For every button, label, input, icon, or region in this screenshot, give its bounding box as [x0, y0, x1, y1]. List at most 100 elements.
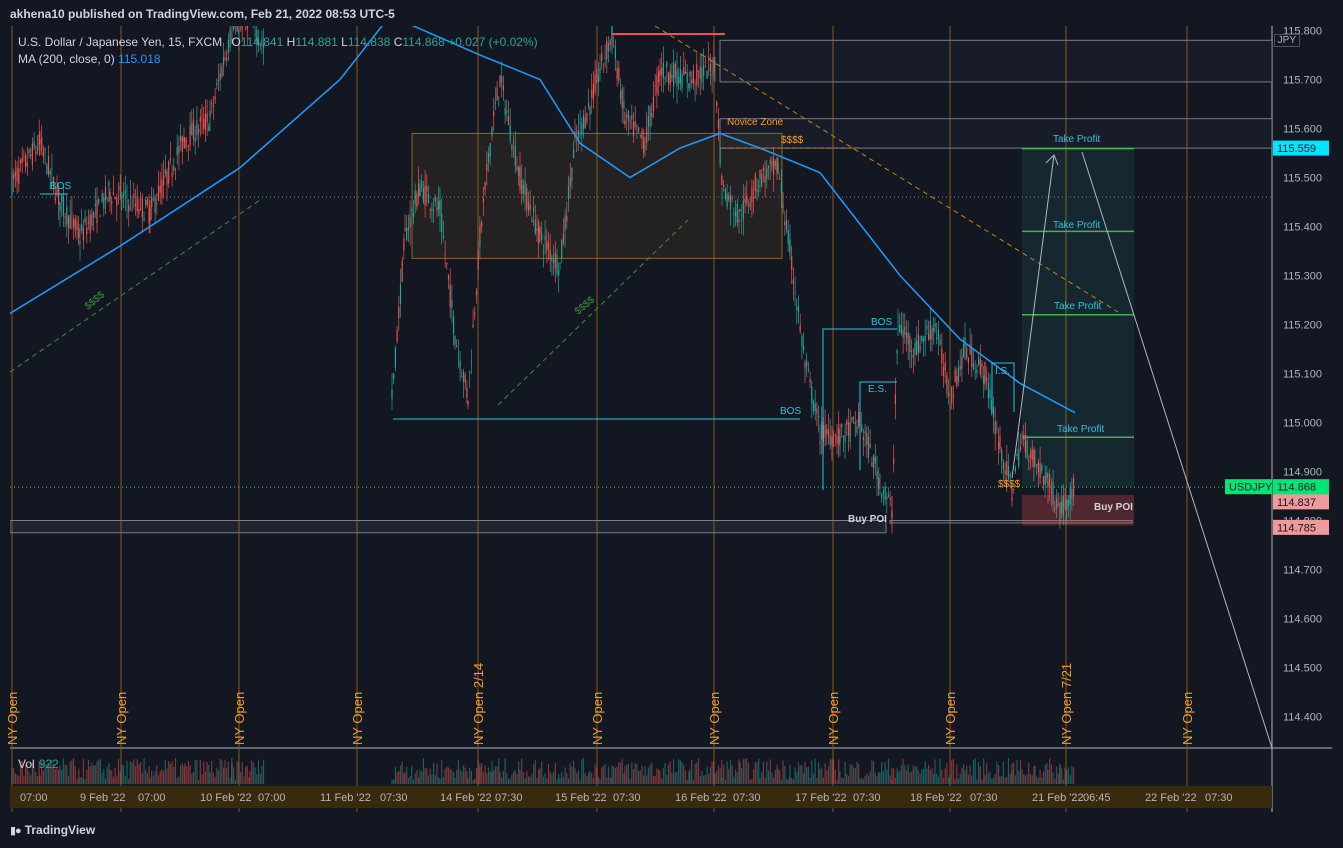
candle-body [477, 249, 479, 270]
session-label: NY Open [826, 692, 841, 745]
volume-bar [1031, 775, 1033, 784]
candle-body [1047, 480, 1049, 488]
volume-bar [123, 765, 125, 784]
tradingview-logo-icon: ▮● [10, 825, 22, 837]
candle-body [1019, 445, 1022, 450]
volume-bar [581, 759, 583, 784]
candle-body [614, 47, 616, 59]
volume-bar [231, 763, 233, 784]
volume-bar [917, 770, 919, 784]
candle-body [904, 326, 906, 335]
volume-bar [16, 774, 18, 784]
candle-body [416, 193, 418, 208]
candle-body [758, 185, 760, 188]
candle-body [889, 497, 891, 500]
volume-bar [886, 769, 888, 784]
volume-bar [159, 771, 161, 784]
volume-bar [456, 769, 458, 784]
candle-body [819, 441, 821, 443]
volume-bar [878, 772, 880, 784]
candle-body [981, 363, 983, 367]
candle-body [899, 324, 901, 333]
candle-body [836, 435, 838, 444]
candle-body [493, 111, 495, 117]
volume-bar [914, 766, 916, 784]
volume-bar [46, 763, 48, 784]
volume-bar [758, 758, 760, 784]
candle-body [1026, 440, 1028, 458]
candle-body [418, 183, 420, 196]
volume-bar [974, 758, 976, 784]
volume-bar [949, 774, 951, 784]
candle-body [928, 333, 930, 340]
volume-bar [904, 764, 906, 784]
volume-bar [704, 775, 706, 784]
candle-body [667, 72, 670, 84]
volume-bar [129, 761, 131, 784]
candle-body [919, 344, 921, 352]
candle-body [393, 373, 395, 380]
candle-body [613, 45, 615, 48]
volume-bar [30, 775, 32, 784]
volume-bar [206, 761, 208, 784]
candle-body [592, 83, 594, 100]
volume-bar [396, 772, 398, 784]
candle-body [156, 203, 158, 205]
candle-body [1009, 473, 1011, 477]
price-tick-label: 115.000 [1283, 418, 1322, 430]
chart-annotation: Take Profit [1053, 134, 1100, 145]
volume-bar [226, 767, 228, 784]
tradingview-logo[interactable]: ▮● TradingView [10, 823, 95, 837]
candle-body [434, 197, 436, 202]
volume-bar [186, 766, 188, 784]
volume-bar [502, 770, 504, 784]
volume-bar [623, 773, 625, 784]
candle-body [1028, 459, 1030, 463]
candle-body [849, 422, 851, 442]
volume-bar [699, 776, 701, 784]
candle-body [398, 307, 400, 319]
candle-body [212, 105, 214, 108]
candle-body [824, 424, 826, 438]
candle-body [723, 184, 725, 188]
candle-body [198, 128, 200, 133]
candle-body [184, 138, 186, 148]
candle-body [1052, 481, 1054, 505]
volume-bar [248, 776, 250, 784]
candle-body [33, 141, 35, 148]
candle-body [579, 122, 581, 124]
candle-body [208, 126, 210, 131]
candle-body [1004, 470, 1006, 474]
candle-body [204, 113, 206, 131]
currency-badge[interactable]: JPY [1273, 34, 1300, 47]
candle-body [511, 144, 513, 150]
volume-bar [446, 766, 448, 784]
liquidity-trendline-2 [497, 219, 689, 406]
volume-bar [54, 769, 56, 784]
volume-bar [439, 779, 441, 784]
candle-body [939, 339, 941, 345]
candle-body [842, 435, 844, 438]
volume-bar [774, 769, 776, 784]
candle-body [761, 173, 763, 187]
candle-body [711, 73, 713, 76]
candle-body [433, 210, 435, 211]
time-tick-label: 21 Feb '22 [1032, 792, 1084, 804]
candle-body [779, 178, 781, 180]
volume-bar [736, 772, 738, 784]
volume-bar [646, 775, 648, 784]
volume-bar [256, 774, 258, 784]
volume-bar [208, 764, 210, 784]
volume-bar [1071, 765, 1073, 784]
volume-bar [119, 771, 121, 784]
volume-bar [579, 779, 581, 784]
symbol-title[interactable]: U.S. Dollar / Japanese Yen, 15, FXCM [18, 35, 223, 49]
candle-body [14, 171, 16, 177]
ma-legend[interactable]: MA (200, close, 0) 115.018 [18, 52, 161, 66]
volume-bar [39, 775, 41, 784]
projection-line-down [1081, 151, 1272, 748]
volume-bar [73, 758, 75, 784]
candle-body [902, 329, 904, 338]
candle-body [656, 75, 658, 94]
